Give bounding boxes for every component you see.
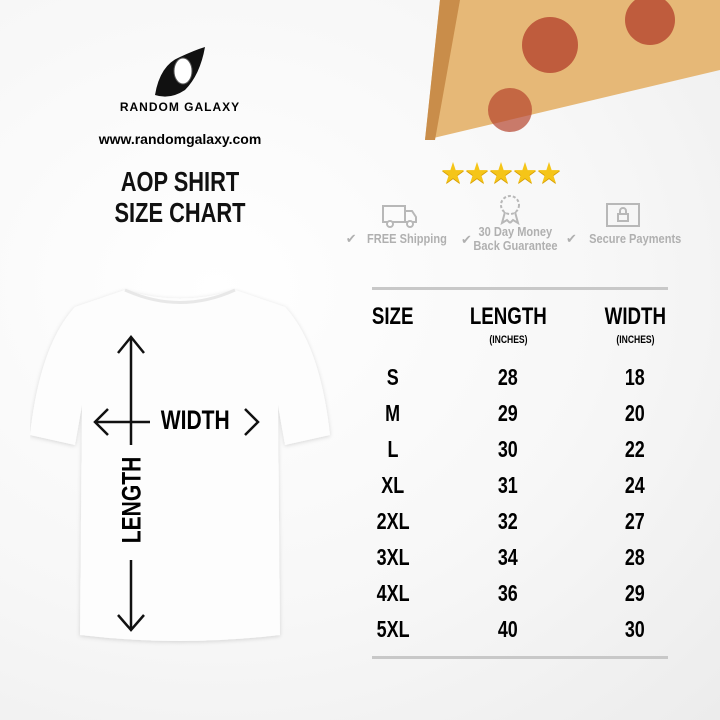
table-cell: 3XL	[376, 544, 410, 570]
brand-name: RANDOM GALAXY	[119, 100, 241, 114]
table-cell: 30	[625, 616, 645, 642]
brand-url: www.randomgalaxy.com	[98, 131, 262, 147]
check-icon: ✔	[461, 232, 472, 247]
table-cell: 40	[498, 616, 518, 642]
column-unit: (INCHES)	[488, 334, 528, 346]
table-cell: 4XL	[376, 580, 410, 606]
page-title-line2: SIZE CHART	[114, 197, 246, 228]
column-unit: (INCHES)	[615, 334, 655, 346]
table-cell: 32	[498, 508, 518, 534]
table-cell: 29	[498, 400, 518, 426]
table-cell: 28	[498, 364, 518, 390]
truck-icon	[382, 205, 417, 228]
check-icon: ✔	[345, 231, 357, 246]
pizza-slice-image	[425, 0, 720, 140]
table-cell: 22	[625, 436, 645, 462]
width-label: WIDTH	[160, 405, 230, 435]
table-cell: 20	[625, 400, 645, 426]
page-title-line1: AOP SHIRT	[120, 166, 240, 197]
table-cell: 5XL	[376, 616, 410, 642]
feature-free-shipping: ✔ FREE Shipping	[345, 231, 448, 246]
length-arrow	[117, 335, 145, 632]
award-ribbon-icon	[500, 195, 520, 225]
table-cell: 2XL	[376, 508, 410, 534]
feature-secure-payments: ✔ Secure Payments	[566, 231, 681, 246]
table-cell: 28	[625, 544, 645, 570]
rating-stars: ★★★★★	[440, 158, 562, 190]
table-cell: 24	[625, 472, 645, 498]
table-cell: S	[387, 364, 399, 390]
column-header: WIDTH	[604, 303, 666, 330]
table-cell: XL	[381, 472, 405, 498]
table-cell: 31	[498, 472, 518, 498]
table-cell: 29	[625, 580, 645, 606]
galaxy-eye-logo	[155, 47, 205, 97]
tshirt-diagram	[30, 288, 330, 641]
check-icon: ✔	[566, 231, 577, 246]
table-cell: 36	[498, 580, 518, 606]
length-label: LENGTH	[116, 457, 147, 544]
lock-icon	[606, 203, 640, 227]
feature-money-back: ✔ 30 Day Money Back Guarantee	[461, 224, 558, 253]
table-cell: L	[387, 436, 399, 462]
column-header: SIZE	[372, 303, 414, 330]
table-bottom-rule	[372, 656, 668, 659]
table-cell: 18	[625, 364, 645, 390]
table-top-rule	[372, 287, 668, 290]
table-cell: 27	[625, 508, 645, 534]
width-arrow	[93, 408, 260, 436]
table-cell: M	[385, 400, 401, 426]
table-cell: 30	[498, 436, 518, 462]
table-cell: 34	[498, 544, 518, 570]
column-header: LENGTH	[469, 303, 547, 330]
